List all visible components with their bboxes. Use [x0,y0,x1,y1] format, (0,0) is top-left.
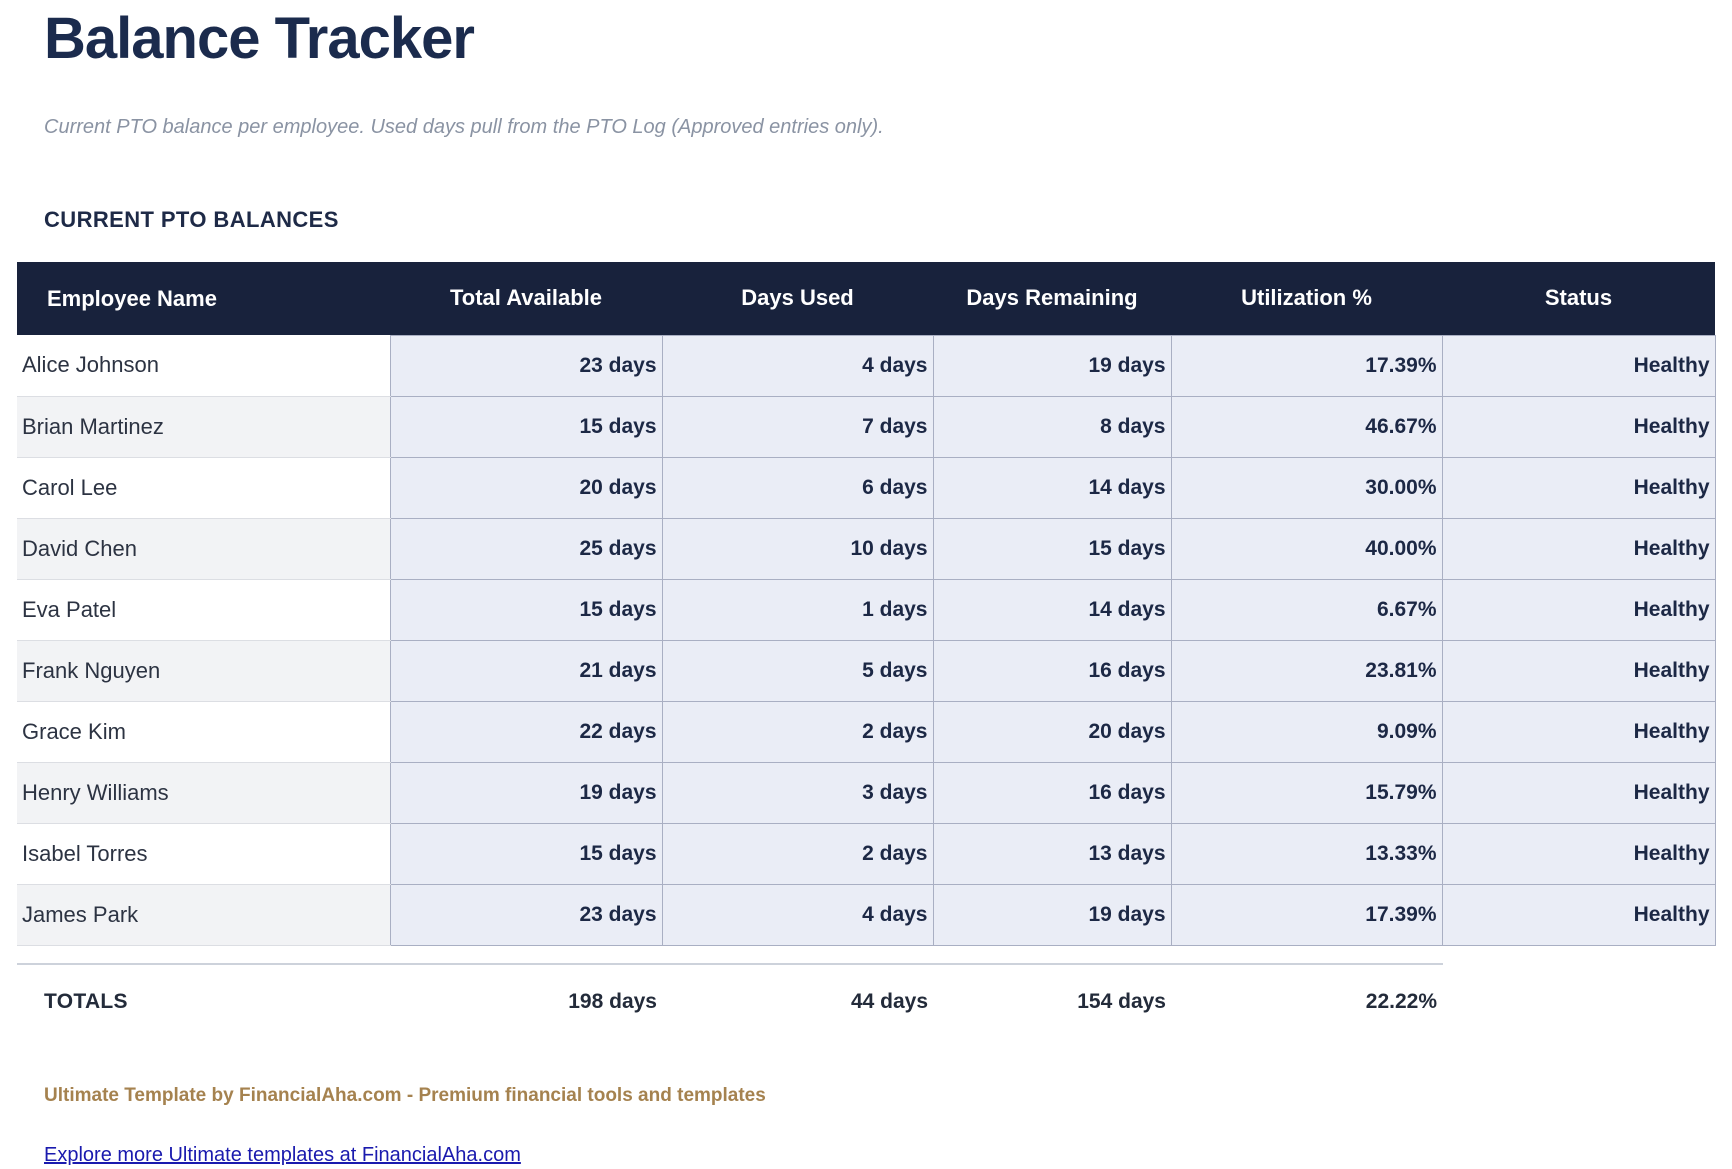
status-cell: Healthy [1441,578,1716,641]
totals-row: TOTALS 198 days 44 days 154 days 22.22% [17,989,1715,1015]
days-used-cell: 2 days [661,822,934,885]
utilization-cell: 9.09% [1170,700,1443,763]
employee-name-cell: Alice Johnson [17,335,390,397]
explore-templates-link[interactable]: Explore more Ultimate templates at Finan… [44,1143,521,1166]
totals-utilization: 22.22% [1365,989,1437,1013]
pto-balances-table: Employee Name Total Available Days Used … [17,262,1716,946]
page-subtitle: Current PTO balance per employee. Used d… [44,116,884,138]
utilization-cell: 23.81% [1170,639,1443,702]
page-title: Balance Tracker [44,6,475,71]
column-header-utilization: Utilization % [1171,262,1442,335]
utilization-cell: 15.79% [1170,761,1443,824]
totals-days-used: 44 days [850,989,928,1013]
table-row: Grace Kim 22 days 2 days 20 days 9.09% H… [17,700,1716,763]
status-cell: Healthy [1441,456,1716,519]
utilization-cell: 17.39% [1170,883,1443,946]
table-row: Alice Johnson 23 days 4 days 19 days 17.… [17,334,1716,397]
status-cell: Healthy [1441,700,1716,763]
days-remaining-cell: 20 days [932,700,1172,763]
employee-name-cell: Eva Patel [17,579,390,641]
column-header-days-remaining: Days Remaining [933,262,1171,335]
table-row: Eva Patel 15 days 1 days 14 days 6.67% H… [17,578,1716,641]
totals-total-available: 198 days [568,989,657,1013]
totals-label: TOTALS [44,989,128,1013]
brand-text: Ultimate Template by FinancialAha.com - … [44,1084,766,1106]
status-cell: Healthy [1441,822,1716,885]
utilization-cell: 17.39% [1170,334,1443,397]
days-used-cell: 4 days [661,334,934,397]
column-header-employee-name: Employee Name [17,262,390,335]
total-available-cell: 21 days [389,639,663,702]
days-used-cell: 10 days [661,517,934,580]
days-remaining-cell: 19 days [932,883,1172,946]
days-used-cell: 7 days [661,395,934,458]
days-used-cell: 6 days [661,456,934,519]
days-used-cell: 1 days [661,578,934,641]
days-remaining-cell: 16 days [932,639,1172,702]
table-header: Employee Name Total Available Days Used … [17,262,1715,335]
utilization-cell: 46.67% [1170,395,1443,458]
table-row: Brian Martinez 15 days 7 days 8 days 46.… [17,395,1716,458]
status-cell: Healthy [1441,395,1716,458]
employee-name-cell: Henry Williams [17,762,390,824]
employee-name-cell: Brian Martinez [17,396,390,458]
utilization-cell: 30.00% [1170,456,1443,519]
utilization-cell: 13.33% [1170,822,1443,885]
table-row: Henry Williams 19 days 3 days 16 days 15… [17,761,1716,824]
total-available-cell: 23 days [389,334,663,397]
total-available-cell: 15 days [389,395,663,458]
days-used-cell: 2 days [661,700,934,763]
column-header-days-used: Days Used [662,262,933,335]
days-used-cell: 4 days [661,883,934,946]
table-header-row: Employee Name Total Available Days Used … [17,262,1715,335]
days-remaining-cell: 19 days [932,334,1172,397]
table-row: James Park 23 days 4 days 19 days 17.39%… [17,883,1716,946]
table-row: Frank Nguyen 21 days 5 days 16 days 23.8… [17,639,1716,702]
table-row: Isabel Torres 15 days 2 days 13 days 13.… [17,822,1716,885]
column-header-status: Status [1442,262,1715,335]
status-cell: Healthy [1441,334,1716,397]
total-available-cell: 15 days [389,578,663,641]
employee-name-cell: David Chen [17,518,390,580]
total-available-cell: 23 days [389,883,663,946]
table-body: Alice Johnson 23 days 4 days 19 days 17.… [17,334,1716,946]
total-available-cell: 20 days [389,456,663,519]
status-cell: Healthy [1441,883,1716,946]
days-remaining-cell: 16 days [932,761,1172,824]
utilization-cell: 40.00% [1170,517,1443,580]
days-used-cell: 3 days [661,761,934,824]
total-available-cell: 22 days [389,700,663,763]
days-remaining-cell: 14 days [932,456,1172,519]
days-used-cell: 5 days [661,639,934,702]
total-available-cell: 15 days [389,822,663,885]
status-cell: Healthy [1441,761,1716,824]
totals-divider [17,962,1443,965]
total-available-cell: 25 days [389,517,663,580]
total-available-cell: 19 days [389,761,663,824]
utilization-cell: 6.67% [1170,578,1443,641]
status-cell: Healthy [1441,639,1716,702]
days-remaining-cell: 14 days [932,578,1172,641]
totals-status-empty [1442,989,1715,1015]
column-header-total-available: Total Available [390,262,662,335]
employee-name-cell: Isabel Torres [17,823,390,885]
status-cell: Healthy [1441,517,1716,580]
days-remaining-cell: 15 days [932,517,1172,580]
employee-name-cell: Grace Kim [17,701,390,763]
section-title: CURRENT PTO BALANCES [44,207,339,232]
table-row: David Chen 25 days 10 days 15 days 40.00… [17,517,1716,580]
table-row: Carol Lee 20 days 6 days 14 days 30.00% … [17,456,1716,519]
totals-days-remaining: 154 days [1077,989,1166,1013]
employee-name-cell: Frank Nguyen [17,640,390,702]
footer: Ultimate Template by FinancialAha.com - … [44,1085,1715,1167]
employee-name-cell: James Park [17,884,390,946]
days-remaining-cell: 8 days [932,395,1172,458]
days-remaining-cell: 13 days [932,822,1172,885]
employee-name-cell: Carol Lee [17,457,390,519]
